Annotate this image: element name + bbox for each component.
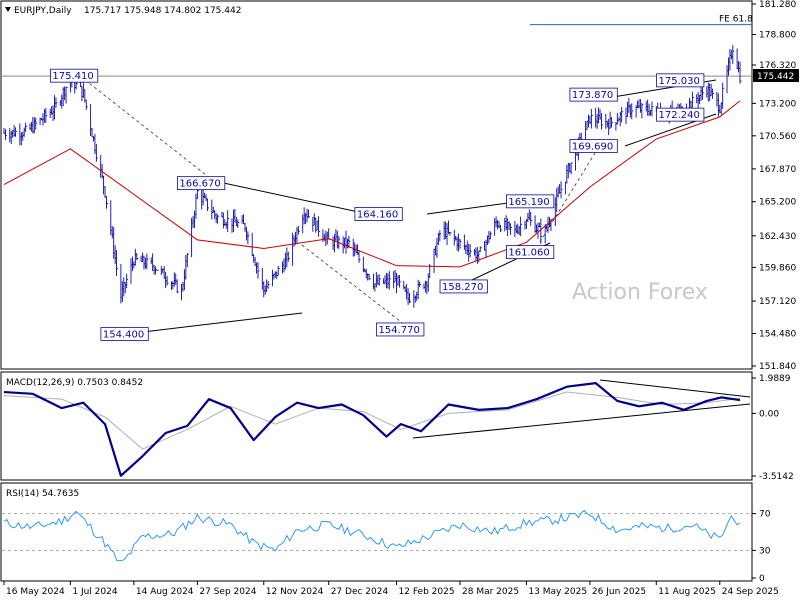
moving-average-line xyxy=(3,100,741,268)
macd-main-line xyxy=(3,382,741,477)
rsi-axis-label: 70 xyxy=(759,510,771,520)
price-axis-label: 151.840 xyxy=(759,362,796,372)
rsi-title: RSI(14) 54.7635 xyxy=(6,489,79,499)
macd-trendline-top xyxy=(599,379,751,398)
date-axis-label: 12 Feb 2025 xyxy=(399,587,455,597)
price-axis-label: 167.870 xyxy=(759,165,796,175)
price-annotation-label: 154.770 xyxy=(379,325,420,336)
price-annotation-label: 161.060 xyxy=(508,248,549,259)
macd-axis-label: -3.5142 xyxy=(759,472,794,482)
price-annotation-box xyxy=(656,73,705,88)
price-annotation-label: 165.190 xyxy=(508,197,549,208)
price-annotation-label: 164.160 xyxy=(357,210,398,221)
price-annotation-label: 175.410 xyxy=(52,71,93,82)
price-annotation-box xyxy=(354,207,403,221)
price-annotation-label: 166.670 xyxy=(179,179,220,190)
price-axis-label: 162.430 xyxy=(759,232,796,242)
macd-panel-frame xyxy=(0,371,753,481)
price-annotation-label: 173.870 xyxy=(572,90,613,101)
price-annotation-box xyxy=(506,245,555,260)
date-axis-label: 14 Aug 2024 xyxy=(136,587,194,597)
price-annotation-label: 175.030 xyxy=(659,76,700,87)
trendline-sep-jan xyxy=(204,178,383,218)
price-panel-frame xyxy=(0,0,753,370)
price-annotation-label: 158.270 xyxy=(442,282,483,293)
date-axis-label: 11 Aug 2025 xyxy=(658,587,716,597)
price-axis-label: 178.800 xyxy=(759,30,796,40)
price-axis-label: 159.860 xyxy=(759,263,796,273)
macd-layer xyxy=(3,382,741,477)
ohlc-values: 175.717 175.948 174.802 175.442 xyxy=(84,6,241,16)
price-annotation-box xyxy=(569,87,618,102)
dropdown-triangle-icon[interactable] xyxy=(5,7,11,12)
price-annotation-label: 154.400 xyxy=(103,330,144,341)
date-axis-label: 28 Mar 2025 xyxy=(462,587,519,597)
macd-title: MACD(12,26,9) 0.7503 0.8452 xyxy=(6,378,143,388)
last-price-box xyxy=(753,69,799,82)
price-annotation-box xyxy=(376,322,425,337)
price-annotation-label: 172.240 xyxy=(659,110,700,121)
price-axis-label: 157.120 xyxy=(759,297,796,307)
price-annotation-box xyxy=(49,68,99,83)
dashed-line-jun xyxy=(539,144,601,243)
dashed-projections xyxy=(79,75,601,326)
rsi-axis-label: 0 xyxy=(759,574,765,584)
price-layer: 175.410 154.400 166.670 164.160 154.770 158.2… xyxy=(3,45,742,341)
price-annotation-box xyxy=(506,194,555,209)
price-annotation-label: 169.690 xyxy=(572,142,613,153)
price-axis-label: 176.320 xyxy=(759,61,796,71)
rsi-axis-label: 30 xyxy=(759,546,771,556)
macd-axis-label: 1.9889 xyxy=(759,374,791,384)
watermark: Action Forex xyxy=(572,280,708,305)
symbol-label: EURJPY,Daily xyxy=(14,6,72,16)
price-annotation-box xyxy=(100,327,149,341)
macd-trendline-bottom xyxy=(412,403,751,439)
date-axis-label: 1 Jul 2024 xyxy=(72,587,117,597)
price-axis-label: 165.200 xyxy=(759,198,796,208)
price-annotation-box xyxy=(569,139,618,153)
date-axis-label: 27 Dec 2024 xyxy=(331,587,389,597)
axis-layer: 181.280 178.800 176.320 173.200 170.560 167.8… xyxy=(3,0,796,597)
price-annotation-box xyxy=(656,107,705,122)
date-axis-label: 12 Nov 2024 xyxy=(266,587,324,597)
date-axis-label: 13 May 2025 xyxy=(528,587,587,597)
macd-signal-line xyxy=(3,391,741,450)
date-axis-label: 16 May 2024 xyxy=(6,587,65,597)
date-axis-label: 26 Jun 2025 xyxy=(592,587,646,597)
macd-axis-label: 0.00 xyxy=(759,409,779,419)
rsi-layer xyxy=(2,509,752,562)
date-axis-label: 24 Sep 2025 xyxy=(722,587,779,597)
price-axis-label: 181.280 xyxy=(759,0,796,10)
price-axis-label: 173.200 xyxy=(759,99,796,109)
price-annotation-box xyxy=(176,176,226,191)
price-axis-label: 154.480 xyxy=(759,330,796,340)
rsi-panel-frame xyxy=(0,482,753,582)
last-price-label: 175.442 xyxy=(757,72,794,82)
dashed-line-jul-sep xyxy=(79,75,207,176)
fe-label: FE 61.8 xyxy=(719,15,753,25)
date-axis-label: 27 Sep 2024 xyxy=(199,587,256,597)
price-axis-label: 170.560 xyxy=(759,132,796,142)
dashed-line-nov-feb xyxy=(301,244,406,326)
rsi-line xyxy=(3,509,741,562)
price-annotation-box xyxy=(439,279,488,294)
